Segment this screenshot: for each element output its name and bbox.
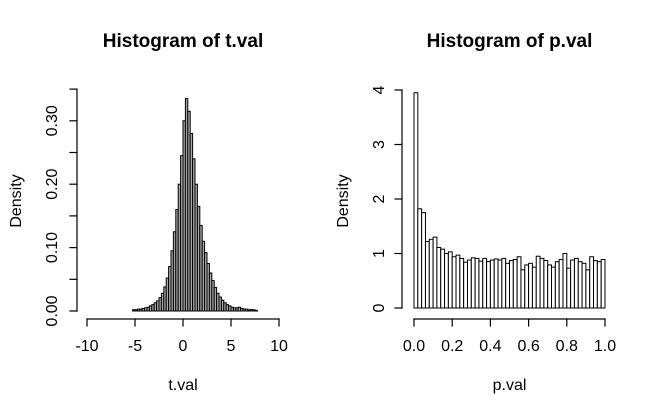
y-tick-label: 4	[371, 85, 388, 94]
hist-bar	[493, 258, 499, 309]
hist-bar	[528, 262, 533, 309]
hist-bar	[547, 264, 553, 309]
hist-bar	[444, 253, 449, 309]
y-tick-label: 0.20	[44, 169, 61, 200]
x-tick-label: 1.0	[594, 338, 616, 355]
hist-bar	[417, 208, 423, 309]
hist-bar	[570, 259, 575, 309]
hist-bar	[486, 261, 491, 309]
hist-bar	[596, 261, 602, 309]
hist-bar	[474, 257, 480, 309]
hist-bar	[482, 257, 488, 309]
hist-bar	[585, 269, 591, 309]
hist-bar	[558, 259, 564, 309]
chart-title-tval: Histogram of t.val	[102, 31, 264, 52]
axes-t.val	[69, 88, 280, 327]
hist-bar	[520, 269, 526, 309]
hist-bar	[516, 256, 522, 309]
hist-bar	[593, 260, 598, 309]
hist-bar	[543, 260, 549, 309]
hist-bar	[466, 259, 472, 309]
hist-bar	[581, 262, 587, 309]
hist-bar	[509, 260, 514, 309]
hist-bar	[440, 248, 446, 309]
hist-bar	[421, 212, 426, 309]
hist-bar	[413, 92, 419, 309]
hist-bar	[505, 262, 510, 309]
x-tick-label: 0.0	[403, 338, 425, 355]
hist-bar	[497, 259, 503, 309]
y-tick-label: 0.00	[44, 295, 61, 326]
y-tick-label: 2	[371, 194, 388, 203]
x-axis-label-tval: t.val	[168, 377, 198, 394]
bars-p.val	[413, 92, 606, 309]
x-tick-label: 0.8	[556, 338, 578, 355]
hist-bar	[512, 259, 518, 309]
hist-bar	[455, 254, 461, 309]
hist-bar	[589, 256, 595, 309]
hist-bar	[577, 261, 583, 309]
bars-t.val	[132, 98, 258, 312]
y-tick-label: 0.10	[44, 232, 61, 263]
hist-bar	[573, 257, 579, 309]
panel-p.val: 0 1 2 3 4 0.0 0.2 0.4 0.6 0.8 1.0	[371, 85, 616, 355]
chart-title-pval: Histogram of p.val	[426, 31, 593, 52]
hist-bar	[478, 260, 484, 309]
hist-bar	[539, 257, 545, 309]
x-tick-label: 5	[227, 338, 236, 355]
hist-bar	[254, 309, 258, 312]
hist-bar	[470, 257, 476, 309]
hist-bar	[531, 266, 537, 309]
y-tick-label: 1	[371, 249, 388, 258]
hist-bar	[524, 264, 530, 309]
hist-bar	[447, 251, 453, 309]
hist-bar	[428, 238, 434, 309]
panel-t.val: 0.00 0.10 0.20 0.30 -10 -5 0 5 10	[44, 88, 288, 355]
hist-bar	[424, 241, 430, 309]
hist-bar	[459, 257, 465, 309]
x-axis-label-pval: p.val	[492, 377, 527, 394]
x-tick-label: 0.6	[517, 338, 539, 355]
x-tick-label: 0	[179, 338, 188, 355]
hist-bar	[436, 247, 442, 309]
hist-bar	[551, 266, 556, 309]
axes-p.val	[394, 89, 606, 327]
hist-bar	[562, 253, 568, 309]
hist-bar	[501, 257, 507, 309]
y-tick-label: 3	[371, 140, 388, 149]
hist-bar	[489, 259, 495, 309]
x-tick-label: -10	[75, 338, 98, 355]
hist-bar	[535, 255, 541, 309]
hist-bar	[566, 267, 572, 309]
hist-bar	[432, 236, 438, 309]
y-tick-label: 0	[371, 303, 388, 312]
x-tick-label: 0.2	[441, 338, 463, 355]
hist-bar	[463, 261, 468, 309]
hist-bar	[451, 256, 457, 309]
y-tick-label: 0.30	[44, 105, 61, 136]
x-tick-label: -5	[128, 338, 142, 355]
hist-bar	[600, 259, 606, 309]
x-tick-label: 10	[270, 338, 288, 355]
x-tick-label: 0.4	[479, 338, 501, 355]
hist-bar	[554, 261, 560, 309]
